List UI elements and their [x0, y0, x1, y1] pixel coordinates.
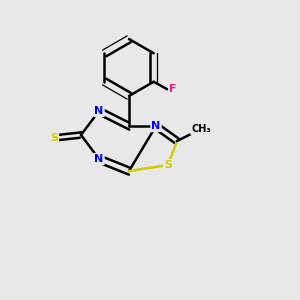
Text: N: N	[94, 154, 103, 164]
Text: S: S	[164, 160, 172, 170]
Text: N: N	[94, 106, 103, 116]
Text: N: N	[152, 121, 160, 131]
Text: S: S	[50, 133, 58, 143]
Text: F: F	[169, 84, 177, 94]
Text: CH₃: CH₃	[191, 124, 211, 134]
